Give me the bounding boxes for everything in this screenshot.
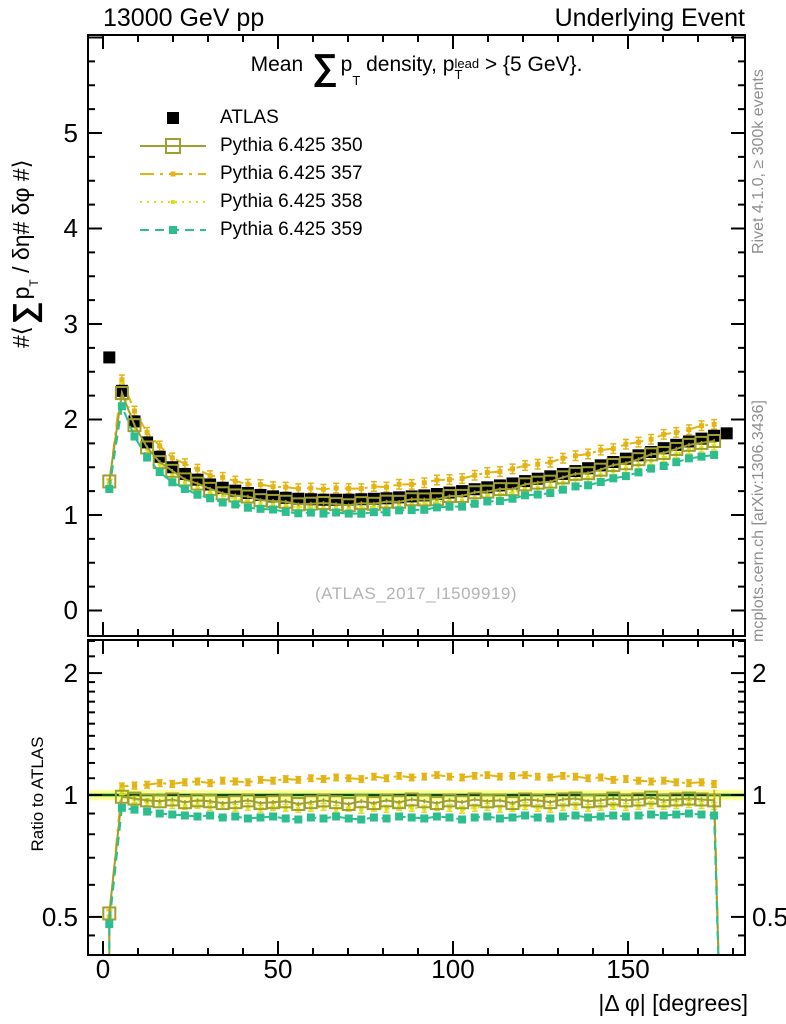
main-y-axis-title: #⟨∑pT / δη# δφ #⟩ <box>6 159 42 348</box>
title-pt-sub: T <box>352 73 361 88</box>
ratio-ytick-05-right: 0.5 <box>752 902 786 932</box>
x-axis-title: |Δ φ| [degrees] <box>598 990 748 1016</box>
ratio-ytick-2-right: 2 <box>752 658 767 688</box>
title-mid: density, <box>366 53 437 76</box>
xtick-0: 0 <box>95 954 111 984</box>
legend-label-pythia-359: Pythia 6.425 359 <box>220 219 363 240</box>
legend-label-pythia-350: Pythia 6.425 350 <box>220 135 363 156</box>
legend-marker-pythia-358 <box>138 192 208 212</box>
legend-marker-pythia-359 <box>138 220 208 240</box>
main-ytick-1: 1 <box>63 500 78 530</box>
main-ytick-5: 5 <box>63 118 78 148</box>
plot-title: Mean ∑ pT density, p lead T > {5 GeV}. <box>88 46 745 88</box>
series-main-Pythia-6-425-359 <box>105 402 719 518</box>
ratio-ytick-1-left: 1 <box>63 780 78 810</box>
series-ratio-Pythia-6-425-359 <box>105 803 720 955</box>
legend-marker-atlas <box>138 108 208 128</box>
mcplots-reference-label: mcplots.cern.ch [arXiv:1306.3436] <box>750 400 767 642</box>
main-ytick-3: 3 <box>63 309 78 339</box>
series-main-Pythia-6-425-357 <box>106 374 718 495</box>
series-ratio-Pythia-6-425-357 <box>106 771 720 955</box>
xtick-50: 50 <box>263 954 293 984</box>
ratio-panel-series <box>88 771 745 955</box>
axes-frames-ticks <box>87 34 746 956</box>
series-ratio-Pythia-6-425-350 <box>102 789 722 955</box>
legend-label-atlas: ATLAS <box>220 107 279 128</box>
ratio-ytick-1-right: 1 <box>752 780 767 810</box>
xtick-150: 150 <box>606 954 650 984</box>
ratio-ytick-05-left: 0.5 <box>41 902 78 932</box>
legend-marker-pythia-350 <box>138 136 208 156</box>
legend-label-pythia-357: Pythia 6.425 357 <box>220 163 363 184</box>
legend-row-pythia-359: Pythia 6.425 359 <box>138 216 363 244</box>
title-prefix: Mean <box>250 53 304 76</box>
analysis-id-watermark: (ATLAS_2017_I1509919) <box>314 584 518 603</box>
legend-row-pythia-357: Pythia 6.425 357 <box>138 160 363 188</box>
ratio-ytick-2-left: 2 <box>63 658 78 688</box>
xtick-100: 100 <box>431 954 475 984</box>
legend: ATLAS Pythia 6.425 350 Pythia 6.425 357 … <box>138 104 363 244</box>
title-suffix: > {5 GeV}. <box>484 53 583 76</box>
beam-energy-label: 13000 GeV pp <box>103 4 265 32</box>
main-ytick-4: 4 <box>63 213 78 243</box>
main-panel-series <box>102 351 733 518</box>
title-pt: p <box>340 53 353 76</box>
title-ptlead: p <box>442 53 455 76</box>
analysis-category-label: Underlying Event <box>554 4 745 32</box>
title-ptlead-supsub: lead T <box>454 56 480 82</box>
main-ytick-2: 2 <box>63 404 78 434</box>
legend-row-pythia-358: Pythia 6.425 358 <box>138 188 363 216</box>
rivet-version-label: Rivet 4.1.0, ≥ 300k events <box>750 69 767 254</box>
legend-marker-pythia-357 <box>138 164 208 184</box>
legend-row-pythia-350: Pythia 6.425 350 <box>138 132 363 160</box>
main-ytick-0: 0 <box>63 595 78 625</box>
sum-symbol: ∑ <box>311 46 338 87</box>
legend-label-pythia-358: Pythia 6.425 358 <box>220 191 363 212</box>
series-ratio-Pythia-6-425-358 <box>106 787 720 955</box>
legend-row-atlas: ATLAS <box>138 104 363 132</box>
